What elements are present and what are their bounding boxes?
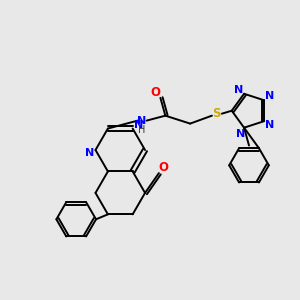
Text: N: N	[265, 91, 274, 101]
Text: N: N	[134, 120, 143, 130]
Text: N: N	[265, 120, 274, 130]
Text: O: O	[150, 86, 161, 99]
Text: S: S	[213, 107, 221, 120]
Text: N: N	[235, 85, 244, 95]
Text: O: O	[158, 160, 168, 174]
Text: N: N	[85, 148, 94, 158]
Text: N: N	[137, 116, 146, 126]
Text: H: H	[138, 124, 145, 134]
Text: N: N	[236, 129, 246, 139]
